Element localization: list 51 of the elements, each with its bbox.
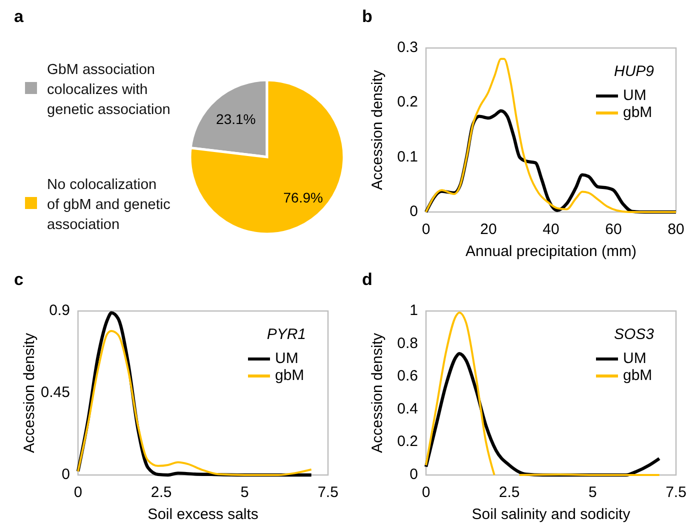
chart-title: d xyxy=(362,270,372,289)
y-tick-label: 0 xyxy=(62,466,70,483)
x-tick-label: 7.5 xyxy=(318,484,338,501)
x-tick-label: 0 xyxy=(422,221,430,238)
x-tick-label: 5 xyxy=(240,484,249,501)
x-tick-label: 2.5 xyxy=(498,484,520,501)
data-label: 76.9% xyxy=(283,189,323,206)
annotation: HUP9 xyxy=(614,63,655,80)
legend-label: gbM xyxy=(275,366,304,384)
y-tick-label: 0.2 xyxy=(397,433,418,450)
x-tick-label: 2.5 xyxy=(150,484,172,501)
legend-label: No colocalization of gbM and genetic association xyxy=(47,177,170,233)
chart-title: c xyxy=(14,270,24,289)
legend-label: UM xyxy=(623,350,646,367)
annotation: SOS3 xyxy=(614,326,655,343)
data-label: 23.1% xyxy=(216,111,256,128)
y-tick-label: 0.2 xyxy=(397,94,418,111)
pie-slice xyxy=(188,78,346,236)
chart-title: a xyxy=(14,7,24,26)
x-tick-label: 80 xyxy=(668,221,684,238)
y-axis-title: Accession density xyxy=(369,332,386,454)
chart-title: b xyxy=(362,7,372,26)
x-tick-label: 40 xyxy=(542,221,560,238)
x-tick-label: 0 xyxy=(422,484,430,501)
legend-label: gbM xyxy=(623,366,652,384)
y-tick-label: 0.9 xyxy=(49,302,70,319)
x-tick-label: 0 xyxy=(74,484,82,501)
legend-label: GbM association colocalizes with genetic association xyxy=(47,62,170,118)
x-axis-title: Soil salinity and sodicity xyxy=(472,506,631,523)
x-axis-title: Annual precipitation (mm) xyxy=(466,243,636,260)
line-series xyxy=(425,58,677,213)
y-axis-title: Accession density xyxy=(369,69,386,190)
x-tick-label: 20 xyxy=(480,221,497,238)
y-tick-label: 1 xyxy=(410,302,418,319)
x-tick-label: 60 xyxy=(605,221,622,238)
y-tick-label: 0.45 xyxy=(40,384,70,401)
legend-label: gbM xyxy=(623,104,652,121)
annotation: PYR1 xyxy=(266,326,306,343)
y-axis-title: Accession density xyxy=(21,332,38,454)
y-tick-label: 0.6 xyxy=(397,368,418,385)
x-tick-label: 7.5 xyxy=(666,484,686,501)
y-tick-label: 0.8 xyxy=(397,334,418,352)
legend-label: UM xyxy=(275,350,298,367)
y-tick-label: 0.3 xyxy=(397,38,418,56)
y-tick-label: 0 xyxy=(410,202,418,220)
x-axis-title: Soil excess salts xyxy=(148,506,258,523)
y-tick-label: 0.1 xyxy=(397,148,418,166)
y-tick-label: 0.4 xyxy=(397,400,418,418)
y-tick-label: 0 xyxy=(410,466,418,483)
legend-label: UM xyxy=(623,86,646,104)
x-tick-label: 5 xyxy=(588,484,597,501)
